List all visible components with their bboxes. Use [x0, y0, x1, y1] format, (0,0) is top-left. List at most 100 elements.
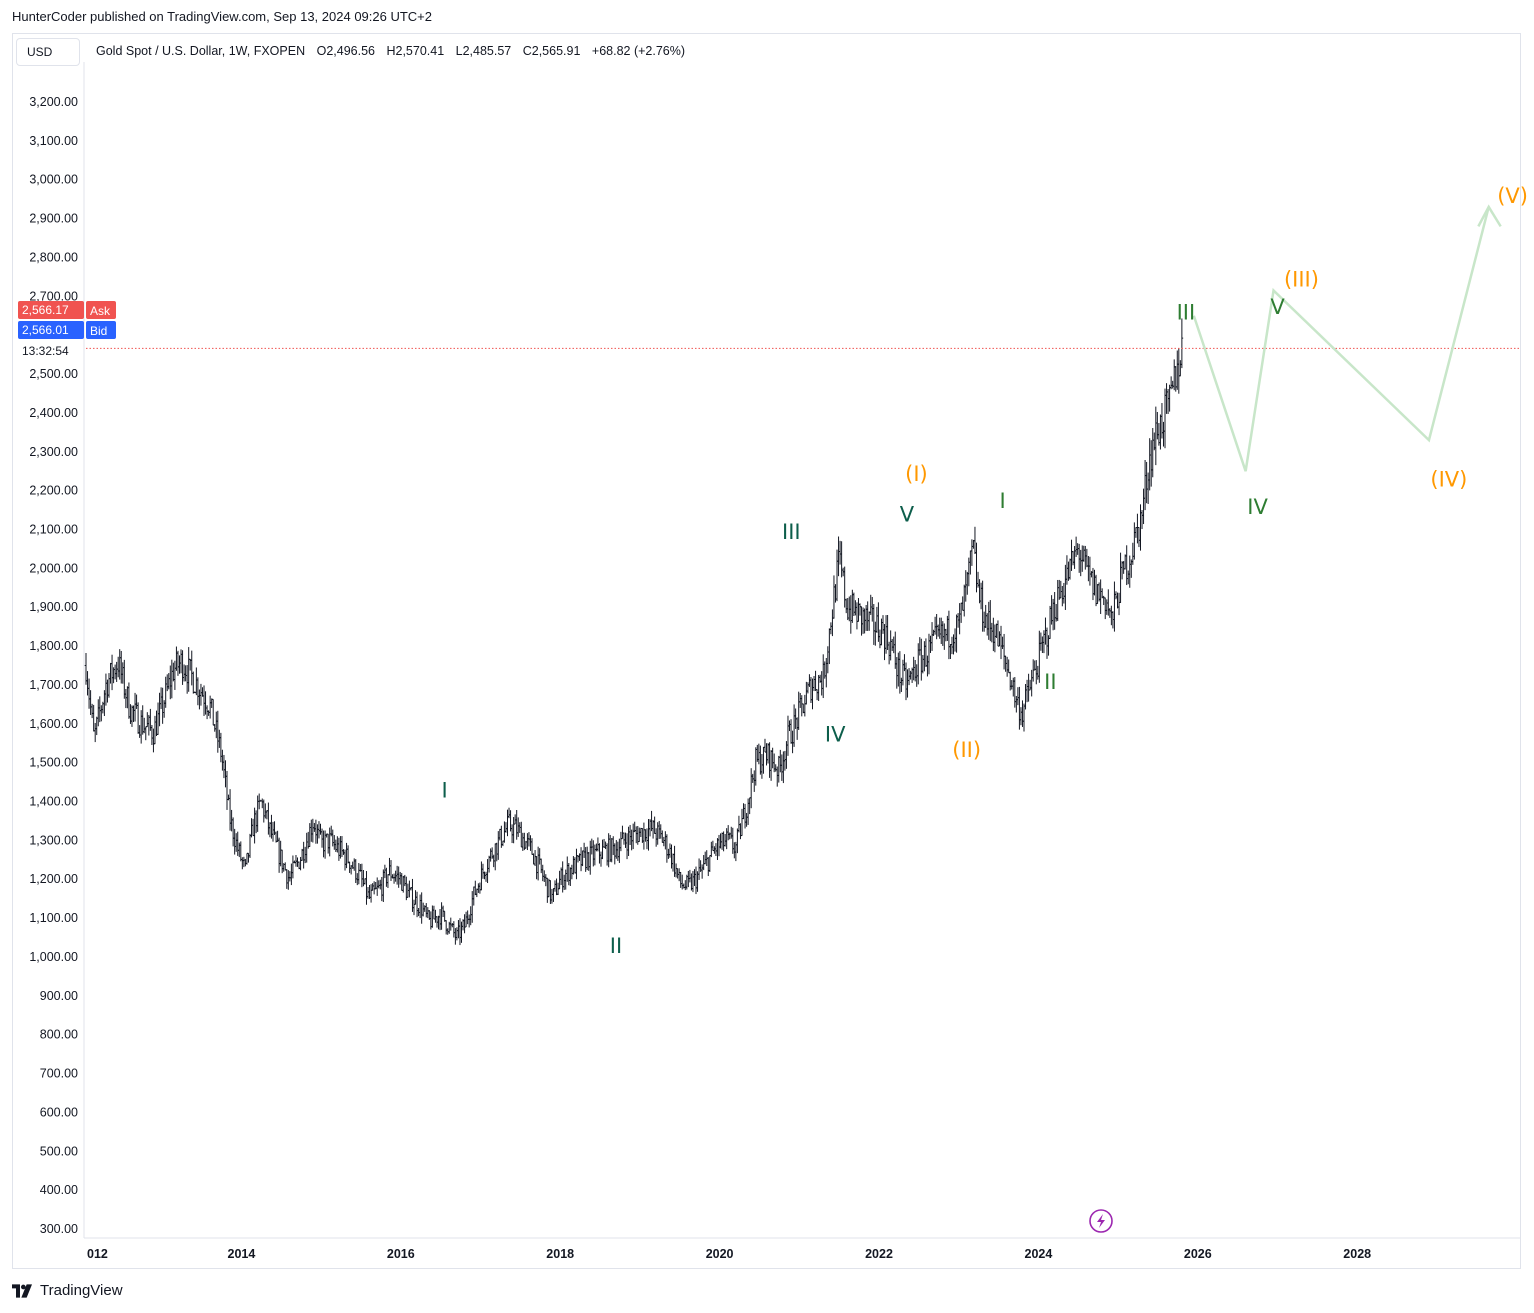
wave-label[interactable]: II — [1044, 670, 1056, 694]
ohlc-bar — [1175, 350, 1179, 390]
ohlc-bar — [124, 688, 128, 709]
ohlc-bar — [1034, 660, 1038, 685]
price-axis[interactable]: 3,200.00 3,100.00 3,000.00 2,900.00 2,800.00… — [29, 95, 78, 1236]
ohlc-bar — [175, 646, 178, 671]
lightning-icon[interactable] — [1089, 1209, 1113, 1233]
ohlc-bar — [412, 899, 416, 916]
ohlc-bar — [475, 888, 479, 898]
wave-label[interactable]: III — [1177, 301, 1196, 325]
ohlc-bar — [233, 828, 236, 855]
ohlc-bar — [949, 644, 952, 659]
ohlc-bar — [519, 821, 523, 848]
ohlc-bar — [401, 875, 405, 893]
ohlc-bar — [222, 754, 226, 779]
wave-label[interactable]: (I) — [905, 462, 928, 486]
ohlc-bar — [733, 842, 736, 859]
ohlc-bar — [1061, 585, 1064, 607]
ohlc-bar — [1166, 388, 1170, 414]
ohlc-bar — [449, 917, 453, 931]
ohlc-bar — [647, 819, 650, 851]
ohlc-bar — [933, 616, 937, 635]
wave-label[interactable]: (III) — [1284, 268, 1319, 292]
ohlc-bar — [213, 723, 217, 732]
ohlc-bar — [1045, 627, 1049, 659]
ohlc-bar — [440, 902, 443, 930]
ohlc-bar — [958, 603, 961, 635]
ohlc-bar — [835, 549, 839, 602]
bid-label: Bid — [90, 324, 107, 338]
ohlc-bar — [748, 797, 751, 815]
ohlc-bar — [883, 624, 886, 661]
ask-label-tag-bg — [86, 301, 116, 319]
wave-label[interactable]: I — [442, 779, 448, 803]
ohlc-bar — [582, 842, 586, 858]
wave-label[interactable]: (II) — [952, 738, 981, 762]
wave-label[interactable]: II — [610, 934, 622, 958]
time-axis[interactable]: 012 2014 2016 2018 2020 2022 2024 2026 2028 — [87, 1247, 1371, 1261]
tradingview-logo[interactable]: TradingView — [12, 1282, 123, 1299]
ohlc-bar — [431, 905, 434, 928]
ohlc-bar — [320, 828, 324, 848]
y-tick-label: 1,500.00 — [29, 756, 78, 770]
ohlc-bar — [639, 827, 643, 837]
ohlc-bar — [950, 636, 954, 655]
ohlc-bar — [288, 871, 292, 882]
ohlc-bar — [875, 606, 879, 633]
ohlc-bar — [893, 631, 897, 669]
ohlc-bar — [170, 659, 174, 699]
ohlc-bar — [565, 856, 569, 882]
ohlc-bar — [1005, 656, 1009, 677]
ohlc-bar — [575, 848, 578, 880]
ohlc-bar — [349, 865, 353, 875]
projection-path[interactable] — [1192, 206, 1490, 472]
ohlc-bar — [1103, 597, 1107, 620]
ohlc-bar — [645, 828, 649, 850]
ohlc-bar — [1143, 459, 1147, 511]
wave-label[interactable]: V — [1270, 295, 1285, 319]
y-tick-label: 2,900.00 — [29, 212, 78, 226]
ohlc-bar — [1131, 542, 1135, 565]
ohlc-bar — [132, 705, 135, 723]
ohlc-bar — [147, 714, 151, 736]
ohlc-bar — [279, 840, 282, 867]
wave-label[interactable]: IV — [1247, 495, 1268, 519]
ohlc-bar — [660, 830, 664, 843]
wave-label[interactable]: (V) — [1497, 184, 1528, 208]
ohlc-bar — [690, 873, 693, 891]
wave-label[interactable]: I — [999, 489, 1005, 513]
ohlc-bar — [1056, 579, 1060, 622]
ohlc-bar — [1156, 411, 1159, 440]
ohlc-bar — [969, 550, 972, 575]
ohlc-bar — [363, 878, 367, 885]
ohlc-bar — [1008, 671, 1012, 691]
ohlc-bar — [89, 690, 92, 715]
wave-label[interactable]: (IV) — [1430, 468, 1467, 492]
ohlc-bar — [460, 921, 463, 943]
ohlc-bar — [693, 869, 696, 886]
bid-label-tag-bg — [86, 321, 116, 339]
ohlc-bar — [1151, 427, 1155, 478]
wave-label[interactable]: V — [900, 503, 915, 527]
ohlc-bar — [138, 725, 141, 738]
ohlc-bar — [1099, 579, 1102, 614]
ohlc-bar — [277, 837, 281, 873]
ohlc-bar — [216, 710, 220, 753]
currency-selector-button[interactable]: USD — [16, 38, 80, 66]
ohlc-bar — [345, 842, 348, 869]
wave-label[interactable]: III — [782, 520, 801, 544]
wave-label[interactable]: IV — [825, 722, 846, 746]
ohlc-bar — [1025, 679, 1029, 703]
ohlc-bar — [1117, 592, 1121, 616]
ohlc-bar — [769, 750, 773, 781]
ohlc-bar — [529, 835, 532, 851]
ohlc-bar — [722, 831, 725, 852]
ohlc-bar — [970, 539, 974, 566]
ohlc-bar — [602, 838, 606, 848]
ohlc-bar — [1036, 665, 1040, 680]
ohlc-bar — [1146, 472, 1150, 504]
ohlc-bar — [775, 766, 779, 787]
ohlc-bar — [218, 729, 221, 748]
symbol-name[interactable]: Gold Spot / U.S. Dollar, 1W, FXOPEN — [96, 44, 306, 58]
ohlc-bar — [828, 628, 831, 665]
